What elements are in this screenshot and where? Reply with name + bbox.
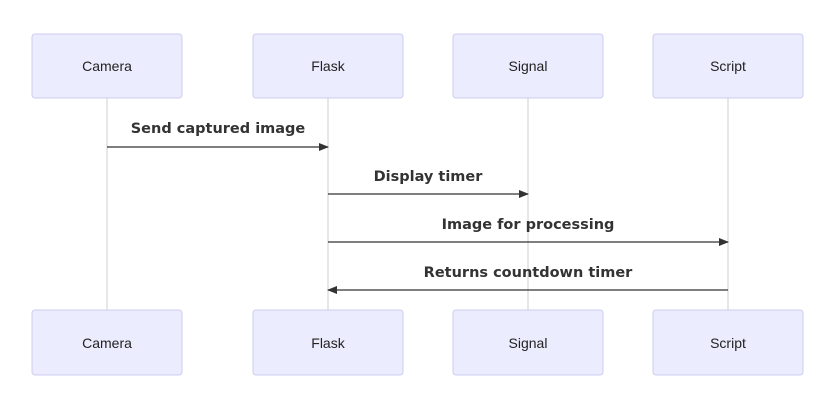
actor-label: Flask [311, 58, 345, 74]
actor-camera-bottom: Camera [31, 309, 183, 376]
actor-label: Camera [82, 335, 132, 351]
actor-signal-bottom: Signal [452, 309, 604, 376]
actor-label: Script [710, 58, 746, 74]
message-display-timer: Display timer [328, 169, 529, 198]
actor-label: Signal [509, 335, 548, 351]
actor-camera-top: Camera [31, 33, 183, 99]
message-label: Returns countdown timer [424, 265, 633, 281]
message-label: Image for processing [442, 217, 615, 233]
actor-signal-top: Signal [452, 33, 604, 99]
actor-label: Flask [311, 335, 345, 351]
message-send-captured-image: Send captured image [107, 121, 329, 151]
actor-flask-bottom: Flask [252, 309, 404, 376]
message-returns-countdown-timer: Returns countdown timer [327, 265, 728, 294]
message-label: Send captured image [131, 121, 306, 137]
actor-label: Camera [82, 58, 132, 74]
actor-flask-top: Flask [252, 33, 404, 99]
message-image-for-processing: Image for processing [328, 217, 729, 246]
actor-script-bottom: Script [652, 309, 804, 376]
actor-script-top: Script [652, 33, 804, 99]
actor-label: Signal [509, 58, 548, 74]
message-label: Display timer [374, 169, 484, 185]
actor-label: Script [710, 335, 746, 351]
